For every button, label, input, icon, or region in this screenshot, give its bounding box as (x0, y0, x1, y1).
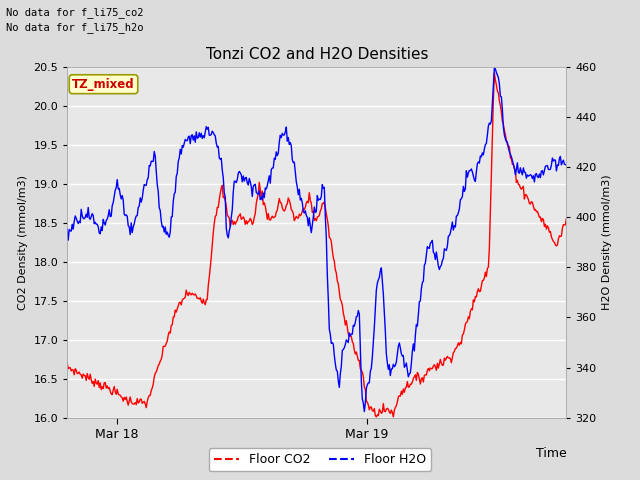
Y-axis label: CO2 Density (mmol/m3): CO2 Density (mmol/m3) (18, 175, 28, 310)
Text: No data for f_li75_co2: No data for f_li75_co2 (6, 7, 144, 18)
Legend: Floor CO2, Floor H2O: Floor CO2, Floor H2O (209, 448, 431, 471)
Y-axis label: H2O Density (mmol/m3): H2O Density (mmol/m3) (602, 175, 612, 310)
Title: Tonzi CO2 and H2O Densities: Tonzi CO2 and H2O Densities (205, 47, 428, 62)
X-axis label: Time: Time (536, 446, 566, 459)
Text: No data for f_li75_h2o: No data for f_li75_h2o (6, 22, 144, 33)
Text: TZ_mixed: TZ_mixed (72, 78, 135, 91)
